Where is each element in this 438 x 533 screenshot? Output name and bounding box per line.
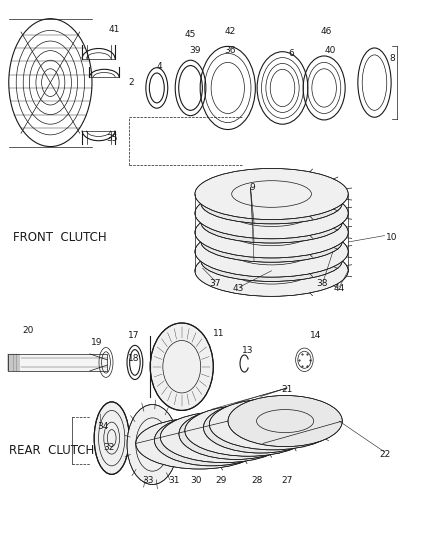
Text: 18: 18 [128,354,139,362]
Text: 35: 35 [106,134,117,143]
Ellipse shape [195,168,348,220]
Ellipse shape [195,245,348,296]
Ellipse shape [179,408,293,459]
Text: 37: 37 [209,279,220,288]
Text: 10: 10 [386,233,398,241]
Ellipse shape [203,402,318,453]
Ellipse shape [150,323,213,410]
Ellipse shape [201,183,342,224]
Ellipse shape [160,411,287,463]
Text: 19: 19 [91,338,102,346]
Text: 36: 36 [224,46,236,55]
Text: 32: 32 [103,443,114,452]
Ellipse shape [201,222,342,262]
Text: 22: 22 [380,450,391,458]
Text: 42: 42 [224,28,236,36]
Text: 43: 43 [233,285,244,293]
Text: 46: 46 [321,28,332,36]
Text: 30: 30 [191,477,202,485]
Text: 2: 2 [129,78,134,87]
Text: 4: 4 [157,62,162,71]
Text: 39: 39 [189,46,201,55]
Text: 20: 20 [23,326,34,335]
Text: 13: 13 [242,346,253,355]
Ellipse shape [195,207,348,258]
Text: 8: 8 [389,54,395,63]
Text: 28: 28 [252,477,263,485]
Text: 40: 40 [325,46,336,55]
Text: 41: 41 [108,25,120,34]
Text: 33: 33 [142,477,154,485]
Ellipse shape [127,405,178,484]
Text: 29: 29 [215,477,227,485]
Text: 9: 9 [249,183,255,192]
Ellipse shape [136,418,263,469]
Text: 45: 45 [185,30,196,39]
Ellipse shape [195,226,348,277]
Text: 31: 31 [169,477,180,485]
Text: 6: 6 [288,49,294,58]
Text: 21: 21 [281,385,293,393]
Bar [8,354,107,371]
Text: 14: 14 [310,332,321,340]
Text: FRONT  CLUTCH: FRONT CLUTCH [13,231,107,244]
Ellipse shape [209,399,336,450]
Ellipse shape [185,405,312,456]
Ellipse shape [201,203,342,243]
Text: 11: 11 [213,329,225,337]
Text: 27: 27 [281,477,293,485]
Ellipse shape [201,241,342,281]
Text: 38: 38 [316,279,328,288]
Text: 34: 34 [97,422,109,431]
Ellipse shape [195,188,348,239]
Text: 17: 17 [128,332,139,340]
Text: REAR  CLUTCH: REAR CLUTCH [9,444,94,457]
Ellipse shape [155,415,269,466]
Ellipse shape [228,395,343,447]
Ellipse shape [94,402,129,474]
Text: 44: 44 [334,285,345,293]
